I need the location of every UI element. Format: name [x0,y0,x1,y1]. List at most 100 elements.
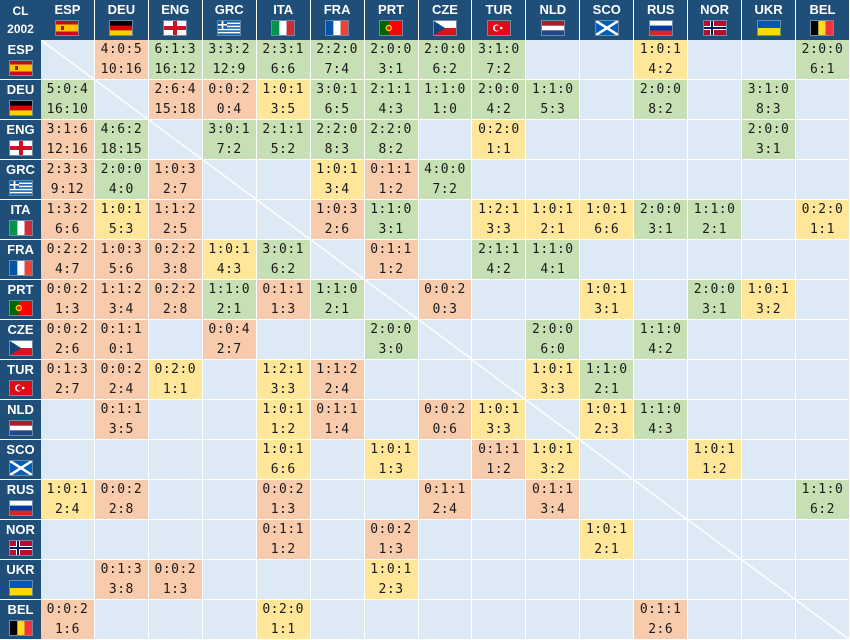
record-wdl: 2:0:0 [370,322,412,337]
result-cell-grc-vs-deu: 2:0:0 4:0 [94,160,149,200]
record-wdl: 3:1:0 [478,42,520,57]
diagonal-cell [742,560,796,600]
nor-flag-icon [8,540,33,556]
result-cell-prt-vs-eng: 0:2:2 2:8 [148,280,203,320]
record-wdl: 0:2:0 [154,362,197,377]
column-team-code: DEU [107,2,136,17]
empty-cell [634,240,689,280]
record-wdl: 2:2:0 [316,42,358,57]
record-wdl: 2:0:0 [639,202,682,217]
result-cell-prt-vs-cze: 0:0:2 0:3 [418,280,473,320]
empty-cell [94,600,149,640]
rus-flag-icon [648,20,673,36]
goal-score: 7:2 [486,62,512,77]
record-wdl: 0:0:2 [208,82,251,97]
record-wdl: 0:0:2 [46,602,89,617]
row-header-ukr: UKR [0,560,41,600]
record-wdl: 2:0:0 [801,42,844,57]
empty-cell [148,440,203,480]
row-header-esp: ESP [0,40,41,80]
record-wdl: 0:1:1 [100,402,143,417]
row-team-code: FRA [7,242,34,257]
record-wdl: 1:0:1 [100,202,143,217]
record-wdl: 0:0:2 [100,362,143,377]
column-header-nld: NLD [526,0,581,40]
result-cell-fra-vs-grc: 1:0:1 4:3 [202,240,257,280]
deu-flag-icon [109,20,134,36]
diagonal-cell [41,40,95,80]
goal-score: 1:6 [54,622,80,637]
empty-cell [472,600,527,640]
result-cell-eng-vs-esp: 3:1:6 12:16 [41,120,95,160]
record-wdl: 0:0:2 [46,282,89,297]
record-wdl: 1:1:0 [801,482,844,497]
goal-score: 18:15 [100,142,143,157]
empty-cell [41,440,95,480]
empty-cell [310,560,365,600]
record-wdl: 1:0:1 [262,442,304,457]
result-cell-ita-vs-bel: 0:2:0 1:1 [796,200,850,240]
sco-flag-icon [594,20,619,36]
goal-score: 2:1 [216,302,242,317]
record-wdl: 2:0:0 [478,82,520,97]
empty-cell [796,240,850,280]
record-wdl: 1:0:1 [585,522,628,537]
empty-cell [472,280,527,320]
record-wdl: 1:2:1 [262,362,304,377]
record-wdl: 1:1:0 [370,202,412,217]
goal-score: 1:3 [54,302,80,317]
goal-score: 4:2 [648,62,674,77]
result-cell-rus-vs-cze: 0:1:1 2:4 [418,480,473,520]
empty-cell [742,440,796,480]
empty-cell [742,400,796,440]
empty-cell [148,520,203,560]
result-cell-bel-vs-esp: 0:0:2 1:6 [41,600,95,640]
empty-cell [364,480,419,520]
record-wdl: 2:0:0 [424,42,466,57]
result-cell-nor-vs-ita: 0:1:1 1:2 [256,520,311,560]
result-cell-grc-vs-esp: 2:3:3 9:12 [41,160,95,200]
result-cell-ukr-vs-deu: 0:1:3 3:8 [94,560,149,600]
result-cell-grc-vs-fra: 1:0:1 3:4 [310,160,365,200]
empty-cell [688,360,743,400]
goal-score: 3:1 [594,302,620,317]
ukr-flag-icon [8,580,33,596]
result-cell-esp-vs-grc: 3:3:2 12:9 [202,40,257,80]
goal-score: 1:2 [270,542,296,557]
result-cell-esp-vs-ita: 2:3:1 6:6 [256,40,311,80]
record-wdl: 0:2:2 [46,242,89,257]
empty-cell [202,400,257,440]
goal-score: 12:16 [46,142,89,157]
column-header-bel: BEL [796,0,850,40]
result-cell-bel-vs-rus: 0:1:1 2:6 [634,600,689,640]
record-wdl: 2:2:0 [370,122,412,137]
record-wdl: 1:1:0 [532,242,574,257]
record-wdl: 1:0:1 [532,202,574,217]
empty-cell [796,360,850,400]
record-wdl: 2:0:0 [532,322,574,337]
result-cell-tur-vs-nld: 1:0:1 3:3 [526,360,581,400]
diagonal-cell [418,320,473,360]
row-header-ita: ITA [0,200,41,240]
goal-score: 6:2 [270,262,296,277]
diagonal-cell [580,440,635,480]
result-cell-eng-vs-grc: 3:0:1 7:2 [202,120,257,160]
goal-score: 3:4 [108,302,134,317]
result-cell-prt-vs-fra: 1:1:0 2:1 [310,280,365,320]
record-wdl: 2:0:0 [693,282,736,297]
goal-score: 2:4 [324,382,350,397]
goal-score: 2:5 [162,222,188,237]
goal-score: 6:6 [594,222,620,237]
empty-cell [310,320,365,360]
goal-score: 3:5 [270,102,296,117]
goal-score: 2:6 [54,342,80,357]
result-cell-esp-vs-eng: 6:1:3 16:12 [148,40,203,80]
record-wdl: 2:3:1 [262,42,304,57]
goal-score: 2:4 [432,502,458,517]
empty-cell [418,600,473,640]
record-wdl: 0:0:4 [208,322,251,337]
nld-flag-icon [540,20,565,36]
goal-score: 12:9 [212,62,246,77]
column-team-code: RUS [646,2,675,17]
